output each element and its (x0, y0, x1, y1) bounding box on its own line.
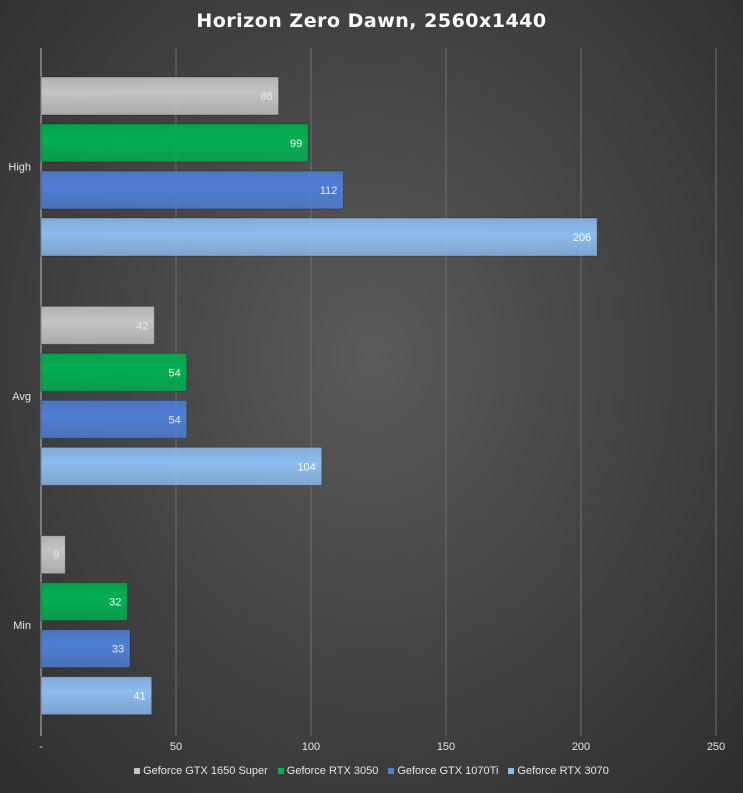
legend-label: Geforce GTX 1070Ti (397, 765, 499, 777)
x-tick-label: 50 (170, 741, 182, 753)
data-label: 54 (169, 367, 181, 379)
bar (40, 352, 188, 392)
x-tick-label: 150 (437, 741, 455, 753)
data-label: 33 (112, 644, 124, 656)
x-tick-label: 100 (302, 741, 320, 753)
legend-swatch (388, 768, 395, 774)
bar (40, 305, 155, 345)
legend-swatch (134, 768, 141, 774)
bar (40, 76, 280, 116)
bar (40, 629, 131, 669)
legend-item: Geforce GTX 1070Ti (388, 765, 498, 777)
data-label: 104 (297, 461, 315, 473)
category-label: Avg (12, 391, 31, 403)
chart-title: Horizon Zero Dawn, 2560x1440 (196, 10, 547, 32)
x-tick-label: 250 (707, 741, 725, 753)
legend-label: Geforce RTX 3050 (286, 765, 379, 777)
legend-item: Geforce RTX 3070 (508, 765, 609, 777)
legend-swatch (277, 768, 284, 774)
bar (40, 535, 66, 575)
data-label: 206 (573, 232, 591, 244)
category-label: High (8, 162, 31, 174)
bar (40, 582, 128, 622)
data-label: 99 (290, 138, 302, 150)
category-label: Min (13, 620, 31, 632)
data-label: 41 (133, 691, 145, 703)
legend-label: Geforce GTX 1650 Super (143, 765, 268, 777)
x-tick-label: 200 (572, 741, 590, 753)
data-label: 88 (260, 91, 272, 103)
bar (40, 676, 153, 716)
data-label: 32 (109, 597, 121, 609)
legend-item: Geforce GTX 1650 Super (134, 765, 268, 777)
bar (40, 446, 323, 486)
bar (40, 123, 309, 163)
bar (40, 217, 598, 257)
bar (40, 399, 188, 439)
data-label: 112 (320, 185, 338, 197)
legend-item: Geforce RTX 3050 (277, 765, 379, 777)
chart-legend: Geforce GTX 1650 Super Geforce RTX 3050 Ge… (0, 765, 743, 777)
bar (40, 170, 344, 210)
data-label: 54 (169, 414, 181, 426)
data-label: 9 (53, 550, 59, 562)
legend-label: Geforce RTX 3070 (517, 765, 609, 777)
legend-swatch (508, 768, 515, 774)
x-tick-label: - (39, 741, 43, 753)
data-label: 42 (136, 320, 148, 332)
